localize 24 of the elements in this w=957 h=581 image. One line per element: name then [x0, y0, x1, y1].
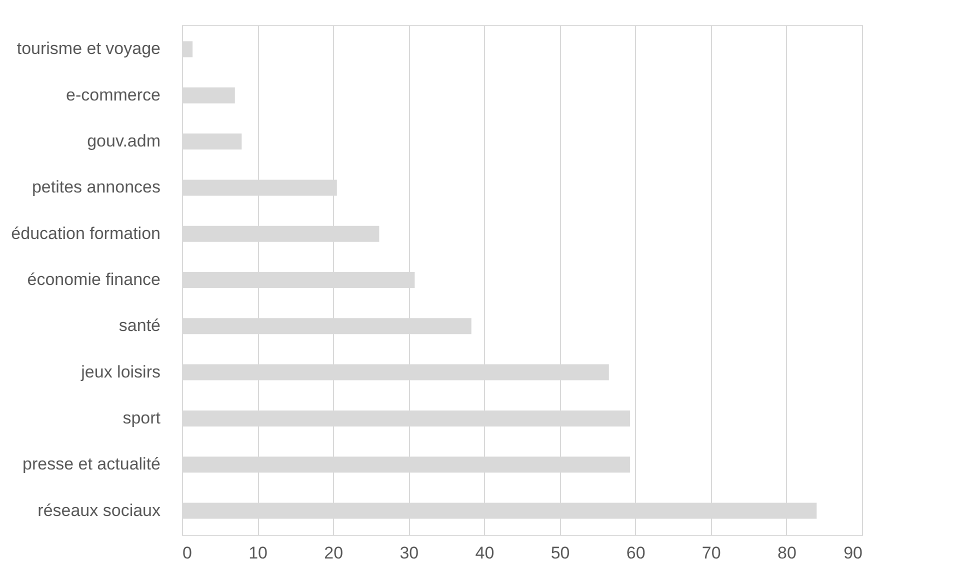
y-tick-label: presse et actualité [22, 454, 160, 474]
x-tick-label: 40 [475, 544, 494, 562]
y-tick-label: petites annonces [32, 178, 160, 197]
y-tick-label: tourisme et voyage [16, 39, 160, 58]
y-tick-label: jeux loisirs [80, 362, 160, 382]
y-tick-label: e-commerce [66, 85, 160, 104]
y-tick-label: gouv.adm [87, 132, 160, 151]
x-tick-label: 30 [400, 544, 419, 562]
y-tick-label: santé [118, 316, 160, 336]
bar [182, 134, 242, 150]
bar [182, 87, 235, 104]
x-tick-label: 90 [844, 544, 862, 562]
x-tick-label: 10 [248, 544, 268, 562]
x-tick-label: 50 [550, 544, 570, 562]
x-tick-label: 0 [182, 544, 192, 562]
x-tick-label: 70 [702, 544, 721, 562]
x-tick-label: 80 [777, 544, 796, 562]
bar [182, 41, 193, 58]
y-tick-label: réseaux sociaux [38, 500, 161, 520]
y-tick-label: éducation formation [11, 224, 160, 243]
y-tick-label: sport [122, 408, 161, 428]
x-tick-label: 20 [324, 544, 344, 562]
x-tick-label: 60 [626, 544, 646, 562]
y-tick-label: économie finance [27, 270, 160, 289]
